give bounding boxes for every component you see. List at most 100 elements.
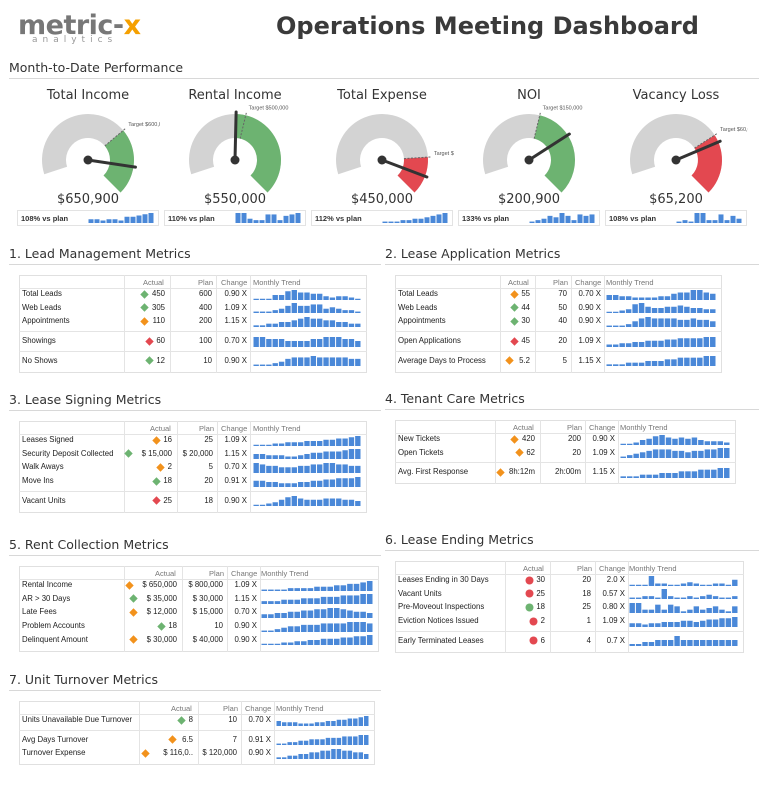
trend-bar: [700, 640, 706, 647]
status-circle-icon: [525, 603, 534, 612]
column-header-trend: Monthly Trend: [629, 564, 677, 573]
gauge-spark-bar: [94, 219, 100, 223]
trend-bar: [347, 621, 353, 632]
gauge-spark-bar: [529, 221, 535, 223]
trend-bar: [261, 589, 268, 591]
trend-bar: [253, 462, 259, 473]
metric-change: 1.09 X: [592, 447, 615, 457]
gauge-spark-bar: [235, 213, 241, 223]
trend-bar: [642, 596, 648, 600]
trend-bar: [703, 319, 710, 327]
metric-change: 0.91 X: [248, 734, 271, 744]
trend-bar: [710, 336, 716, 347]
gauge-sparkline: [382, 213, 448, 223]
trend-bar: [304, 316, 310, 327]
trend-bar: [347, 637, 353, 646]
trend-bar: [706, 584, 712, 586]
metric-name: Open Applications: [398, 336, 461, 346]
monthly-trend-sparkline: [253, 336, 361, 347]
trend-bar: [677, 292, 684, 300]
column-header-change: Change: [245, 704, 272, 713]
trend-bar: [690, 357, 697, 367]
metric-name: Total Leads: [398, 289, 438, 298]
metric-plan: $ 20,000: [182, 448, 213, 458]
gauge-spark-bar: [424, 217, 430, 223]
trend-bar: [303, 753, 309, 759]
gauge-spark-bar: [736, 218, 742, 223]
trend-bar: [355, 323, 361, 327]
trend-bar: [297, 340, 304, 347]
metric-name: Security Deposit Collected: [22, 448, 114, 458]
trend-bar: [639, 439, 646, 445]
trend-bar: [658, 318, 664, 327]
gauge-target-label: Target $150,000: [543, 105, 583, 111]
trend-bar: [331, 720, 336, 726]
trend-bar: [700, 584, 706, 586]
trend-bar: [274, 612, 281, 618]
trend-bar: [298, 723, 303, 726]
trend-bar: [355, 501, 361, 507]
trend-bar: [366, 580, 373, 591]
trend-bar: [266, 323, 272, 327]
gauge-spark-bar: [694, 213, 700, 223]
gauge-title: Total Expense: [337, 88, 427, 103]
trend-bar: [658, 361, 664, 367]
trend-bar: [646, 474, 652, 478]
trend-bar: [364, 715, 369, 726]
trend-bar: [693, 640, 700, 647]
monthly-trend-sparkline: [606, 356, 716, 367]
gauge-spark-bar: [412, 218, 418, 223]
trend-bar: [620, 456, 626, 459]
trend-bar: [297, 481, 304, 487]
trend-bar: [348, 477, 355, 487]
trend-bar: [703, 309, 710, 314]
status-diamond-icon: [510, 336, 519, 346]
trend-bar: [706, 594, 712, 600]
trend-bar: [340, 584, 347, 591]
column-header-plan: Plan: [199, 424, 215, 433]
trend-bar: [719, 597, 725, 600]
trend-bar: [323, 336, 329, 347]
trend-bar: [301, 598, 307, 605]
trend-bar: [329, 451, 336, 460]
monthly-trend-sparkline: [253, 316, 361, 327]
gauge-spark-bar: [547, 215, 553, 223]
metric-change: 0.70 X: [224, 462, 247, 472]
gauge-target-label: Target $500,000: [249, 105, 289, 111]
metric-change: 0.70 X: [248, 715, 271, 724]
trend-bar: [276, 757, 281, 759]
trend-bar: [671, 306, 677, 314]
metric-plan: 4: [586, 635, 591, 645]
trend-bar: [691, 437, 698, 445]
monthly-trend-sparkline: [261, 580, 373, 591]
metric-actual: 25: [163, 495, 172, 505]
trend-bar: [652, 435, 659, 445]
group-separator: [19, 350, 367, 352]
gauge-target-label: Target $600,000: [128, 122, 160, 128]
column-separator: [250, 421, 251, 513]
trend-bar: [360, 621, 366, 632]
group-separator: [395, 331, 722, 333]
trend-bar: [697, 308, 703, 314]
trend-bar: [651, 318, 658, 327]
metric-actual: 30: [521, 316, 530, 326]
trend-bar: [658, 340, 664, 347]
section-title: 4. Tenant Care Metrics: [385, 391, 525, 406]
trend-bar: [268, 630, 274, 632]
trend-bar: [693, 621, 700, 627]
column-header-actual: Actual: [523, 564, 544, 573]
trend-bar: [317, 452, 323, 460]
trend-bar: [320, 739, 325, 746]
gauge-spark-bar: [430, 215, 436, 223]
gauge-target-label: Target $60,000: [720, 127, 748, 133]
trend-bar: [638, 303, 645, 314]
metric-change: 1.15 X: [592, 467, 615, 477]
status-diamond-icon: [510, 289, 519, 299]
trend-bar: [285, 306, 291, 314]
metric-plan: 100: [198, 336, 212, 346]
trend-bar: [301, 624, 307, 632]
monthly-trend-sparkline: [606, 303, 716, 314]
trend-bar: [304, 340, 310, 347]
trend-bar: [310, 452, 317, 460]
monthly-trend-sparkline: [253, 449, 361, 460]
